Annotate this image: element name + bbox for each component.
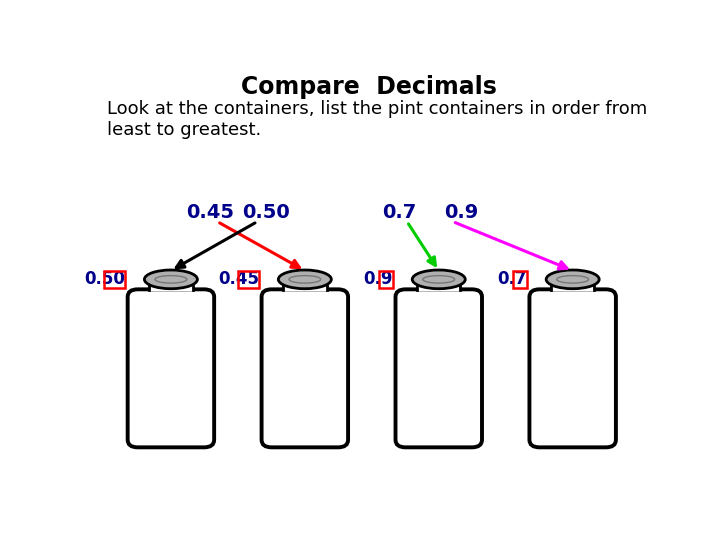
FancyBboxPatch shape	[130, 368, 212, 447]
FancyBboxPatch shape	[531, 337, 614, 447]
Ellipse shape	[279, 270, 331, 289]
FancyBboxPatch shape	[397, 305, 480, 446]
Text: Look at the containers, list the pint containers in order from
least to greatest: Look at the containers, list the pint co…	[107, 100, 647, 139]
FancyBboxPatch shape	[397, 305, 480, 447]
Bar	[417, 280, 461, 292]
Text: Compare  Decimals: Compare Decimals	[241, 75, 497, 99]
Bar	[551, 280, 595, 292]
Ellipse shape	[546, 270, 599, 289]
Ellipse shape	[413, 270, 465, 289]
Text: 0.45: 0.45	[217, 271, 258, 288]
FancyBboxPatch shape	[127, 289, 214, 447]
Text: 0.7: 0.7	[382, 203, 417, 222]
Bar	[104, 271, 125, 288]
Text: 0.9: 0.9	[363, 271, 392, 288]
FancyBboxPatch shape	[261, 289, 348, 447]
Text: 0.50: 0.50	[84, 271, 125, 288]
Bar	[238, 271, 258, 288]
Text: 0.50: 0.50	[242, 203, 289, 222]
FancyBboxPatch shape	[531, 337, 614, 446]
Bar	[283, 280, 327, 292]
FancyBboxPatch shape	[529, 289, 616, 447]
Bar	[379, 271, 392, 288]
FancyBboxPatch shape	[264, 376, 346, 446]
Text: 0.9: 0.9	[444, 203, 478, 222]
FancyBboxPatch shape	[130, 368, 212, 446]
Ellipse shape	[145, 270, 197, 289]
FancyBboxPatch shape	[395, 289, 482, 447]
Bar	[149, 280, 193, 292]
Text: 0.45: 0.45	[186, 203, 234, 222]
Text: 0.7: 0.7	[497, 271, 526, 288]
FancyBboxPatch shape	[264, 376, 346, 447]
Bar	[513, 271, 526, 288]
